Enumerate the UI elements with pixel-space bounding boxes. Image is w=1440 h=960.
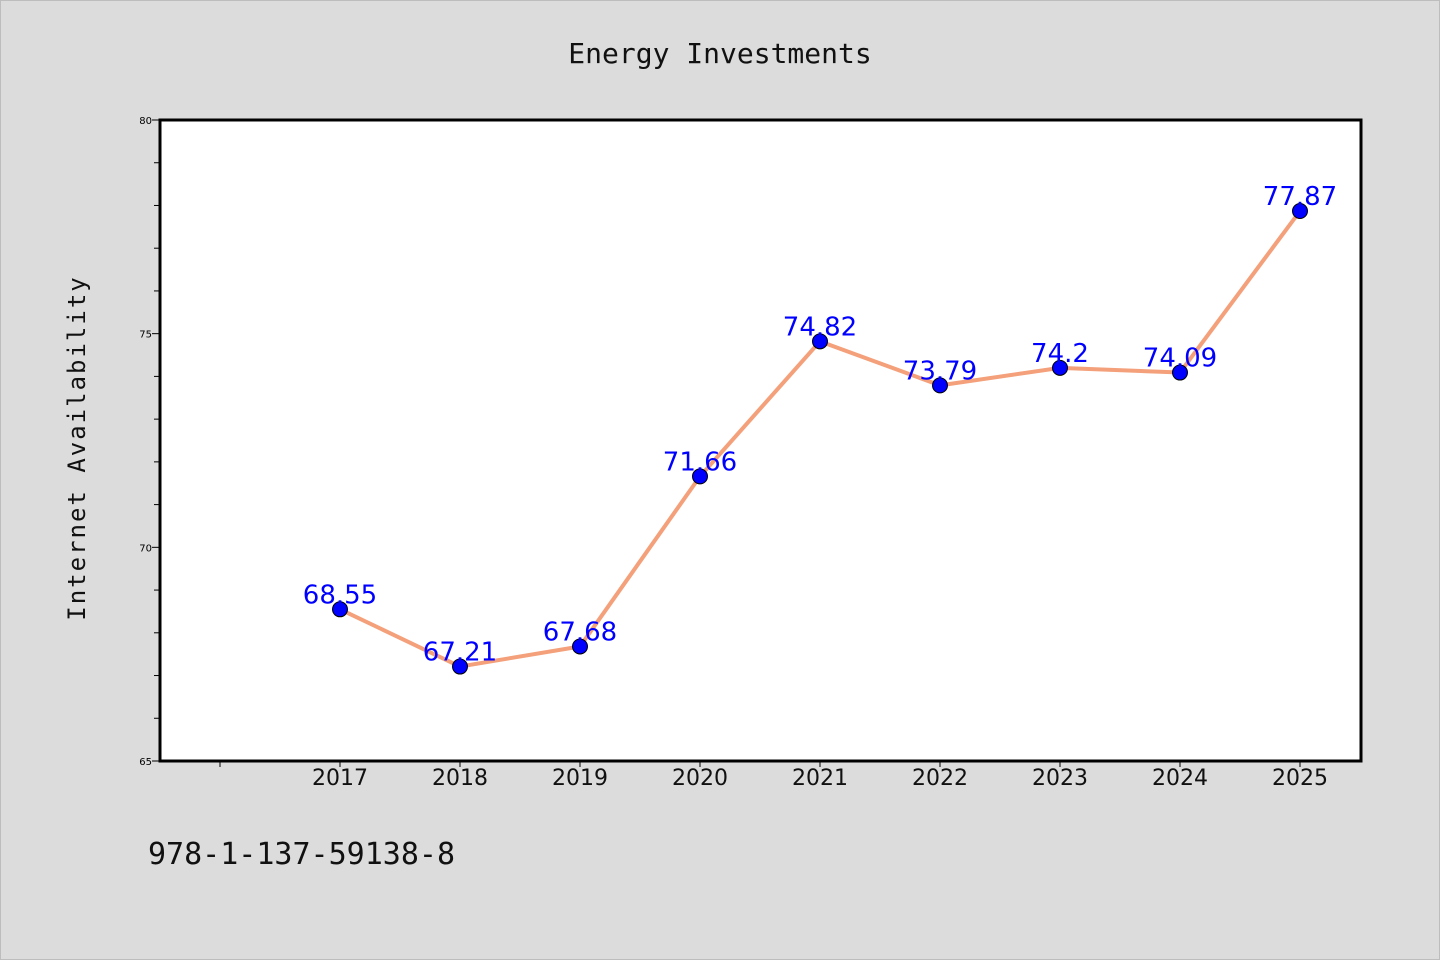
data-label: 73.79	[903, 356, 977, 386]
x-tick-label: 2019	[552, 766, 608, 791]
x-tick-label: 2022	[912, 766, 968, 791]
isbn-footer: 978-1-137-59138-8	[148, 837, 455, 872]
data-point	[452, 658, 468, 675]
data-point	[692, 468, 708, 485]
data-label: 74.09	[1143, 344, 1217, 374]
y-axis-label: Internet Availability	[63, 275, 91, 620]
data-labels: 68.55 67.21 67.68 71.66 74.82 73.79 74.2 74.09 7…	[303, 182, 1337, 668]
x-tick-label: 2017	[312, 766, 368, 791]
y-tick-label: 65	[139, 757, 152, 768]
data-point	[572, 638, 588, 655]
y-tick-label: 80	[139, 116, 152, 127]
x-tick-label: 2018	[432, 766, 488, 791]
data-point	[1052, 359, 1068, 376]
series-markers	[332, 203, 1308, 675]
data-point	[332, 601, 348, 618]
data-point	[812, 333, 828, 350]
data-label: 71.66	[663, 447, 737, 477]
data-label: 77.87	[1263, 182, 1337, 212]
x-tick-label: 2023	[1032, 766, 1088, 791]
x-tick-label: 2021	[792, 766, 848, 791]
data-label: 68.55	[303, 580, 377, 610]
data-point	[932, 377, 948, 394]
data-point	[1292, 203, 1308, 220]
x-tick-label: 2020	[672, 766, 728, 791]
chart-title: Energy Investments	[568, 37, 871, 70]
x-axis: 2017 2018 2019 2020 2021 2022 2023 2024 2025	[219, 761, 1328, 791]
data-point	[1172, 364, 1188, 381]
x-tick-label: 2025	[1272, 766, 1328, 791]
y-tick-label: 75	[139, 330, 152, 341]
data-label: 67.21	[423, 638, 497, 668]
data-label: 67.68	[543, 617, 617, 647]
x-tick-label: 2024	[1152, 766, 1208, 791]
y-tick-label: 70	[139, 543, 152, 554]
plot-frame	[158, 118, 1363, 763]
data-label: 74.2	[1031, 339, 1089, 369]
plot-area	[160, 120, 1361, 761]
data-label: 74.82	[783, 312, 857, 342]
